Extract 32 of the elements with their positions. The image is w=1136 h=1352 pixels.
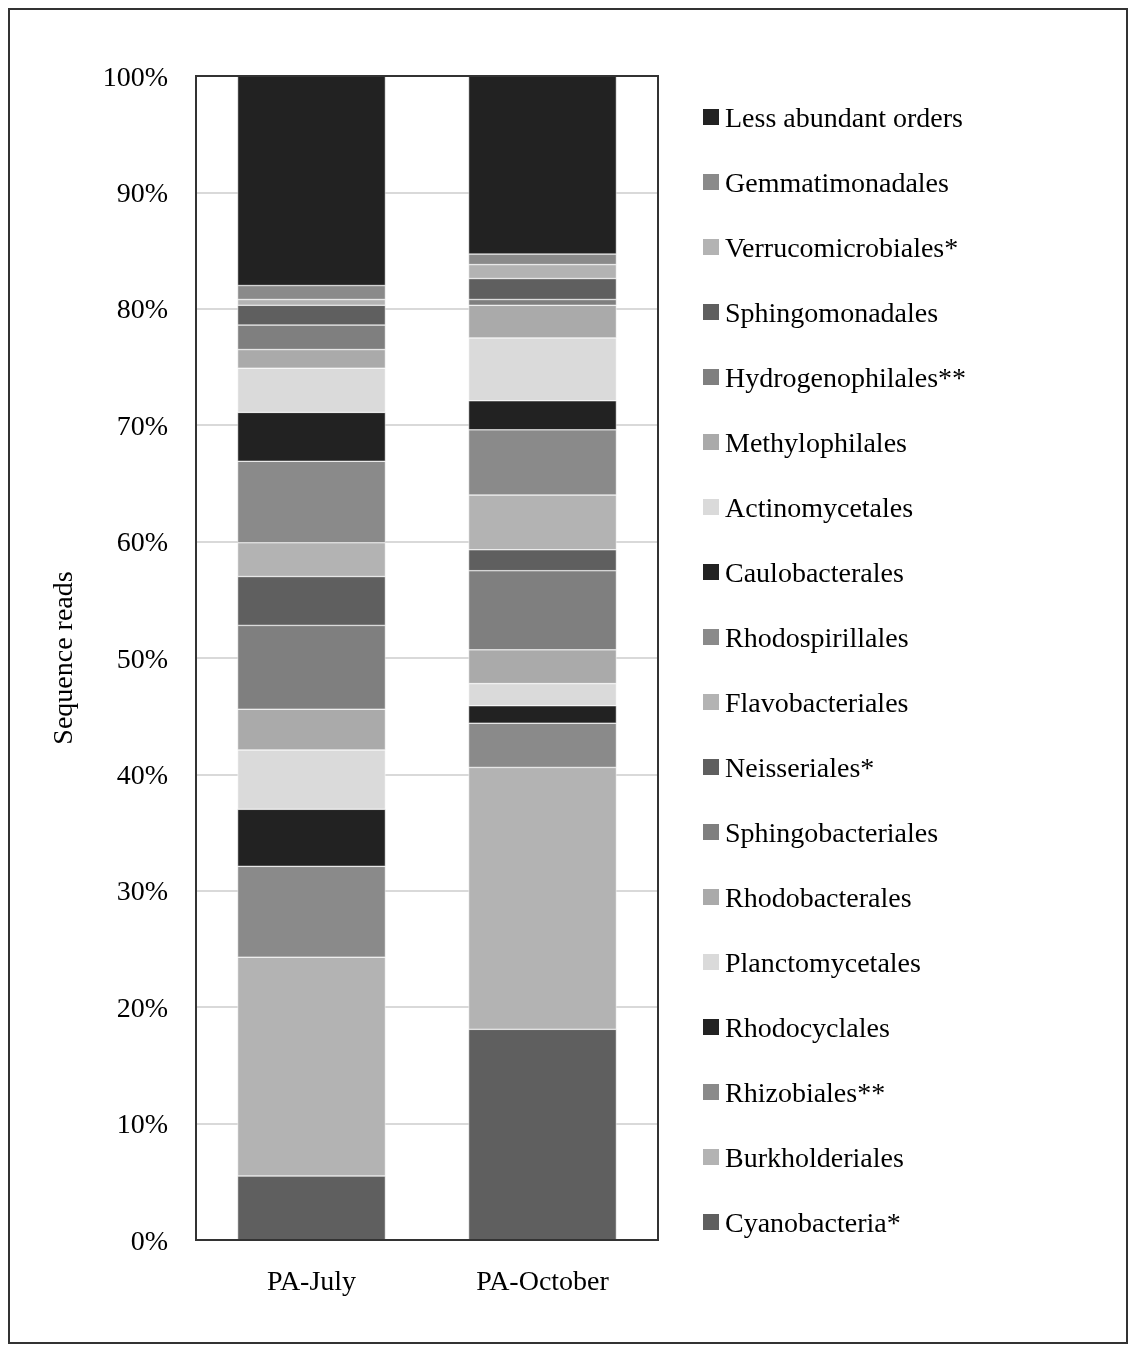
legend-label: Actinomycetales [725,491,914,523]
x-tick-label: PA-July [266,1264,357,1296]
y-tick-label: 40% [116,758,168,790]
y-tick-label: 10% [116,1108,168,1140]
y-tick-label: 20% [116,991,168,1023]
y-tick-label: 30% [116,875,168,907]
legend-label: Neisseriales* [725,751,875,783]
legend-label: Hydrogenophilales** [725,361,967,393]
legend-label: Gemmatimonadales [725,166,949,198]
legend-label: Flavobacteriales [725,686,909,718]
y-tick-label: 60% [116,526,168,558]
legend-label: Rhodobacterales [725,881,912,913]
legend-label: Caulobacterales [725,556,904,588]
y-tick-label: 50% [116,642,168,674]
legend-label: Planctomycetales [725,946,921,978]
y-tick-label: 90% [116,176,168,208]
legend-label: Burkholderiales [725,1141,904,1173]
y-tick-label: 100% [102,60,168,92]
legend-label: Sphingomonadales [725,296,939,328]
legend-label: Verrucomicrobiales* [725,231,959,263]
y-tick-label: 80% [116,293,168,325]
legend-label: Sphingobacteriales [725,816,939,848]
legend-label: Less abundant orders [725,101,963,133]
y-axis-title: Sequence reads [46,571,78,745]
legend-label: Rhizobiales** [725,1076,886,1108]
legend-label: Rhodocyclales [725,1011,890,1043]
legend-label: Cyanobacteria* [725,1206,901,1238]
legend-label: Methylophilales [725,426,907,458]
y-tick-label: 70% [116,409,168,441]
legend-label: Rhodospirillales [725,621,909,653]
x-tick-label: PA-October [476,1264,610,1296]
y-tick-label: 0% [130,1224,168,1256]
